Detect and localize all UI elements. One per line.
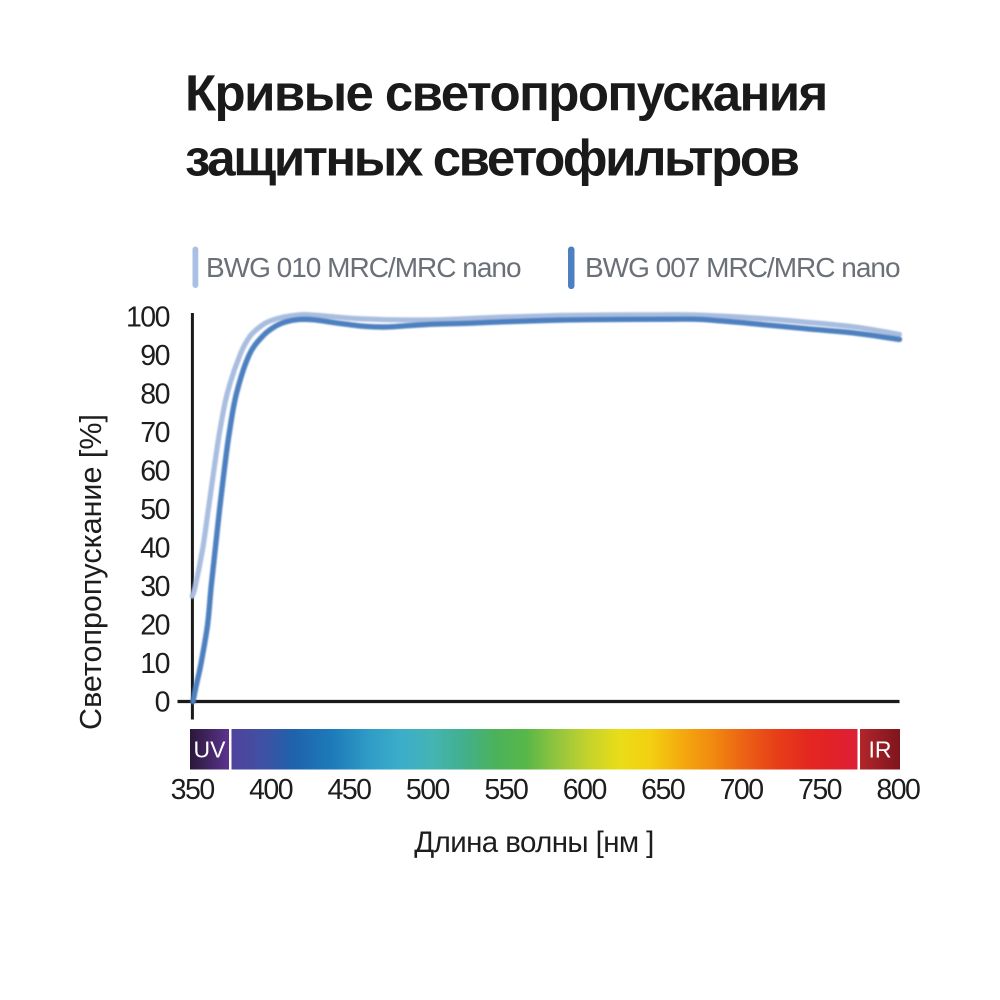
- svg-text:700: 700: [720, 774, 764, 806]
- svg-text:40: 40: [140, 533, 169, 565]
- svg-text:70: 70: [140, 417, 169, 449]
- svg-text:350: 350: [171, 774, 215, 806]
- svg-text:100: 100: [126, 302, 170, 334]
- svg-text:0: 0: [155, 686, 170, 718]
- svg-text:30: 30: [140, 571, 169, 603]
- svg-text:20: 20: [140, 609, 169, 641]
- svg-text:650: 650: [641, 774, 685, 806]
- svg-text:UV: UV: [194, 737, 227, 763]
- svg-text:IR: IR: [869, 737, 892, 763]
- svg-text:750: 750: [798, 774, 842, 806]
- svg-text:450: 450: [327, 774, 371, 806]
- svg-text:Кривые светопропускания: Кривые светопропускания: [185, 65, 827, 122]
- svg-text:BWG 007 MRC/MRC nano: BWG 007 MRC/MRC nano: [585, 252, 900, 283]
- svg-text:400: 400: [249, 774, 293, 806]
- svg-text:800: 800: [876, 774, 920, 806]
- svg-text:600: 600: [563, 774, 607, 806]
- svg-text:защитных светофильтров: защитных светофильтров: [185, 130, 799, 187]
- svg-text:80: 80: [140, 379, 169, 411]
- svg-text:Длина волны [нм ]: Длина волны [нм ]: [414, 826, 654, 859]
- svg-text:500: 500: [406, 774, 450, 806]
- svg-text:BWG 010 MRC/MRC nano: BWG 010 MRC/MRC nano: [206, 252, 521, 283]
- svg-text:50: 50: [140, 494, 169, 526]
- svg-text:90: 90: [140, 340, 169, 372]
- svg-text:10: 10: [140, 648, 169, 680]
- svg-text:Светопропускание [%]: Светопропускание [%]: [74, 414, 108, 730]
- svg-text:60: 60: [140, 456, 169, 488]
- svg-text:550: 550: [484, 774, 528, 806]
